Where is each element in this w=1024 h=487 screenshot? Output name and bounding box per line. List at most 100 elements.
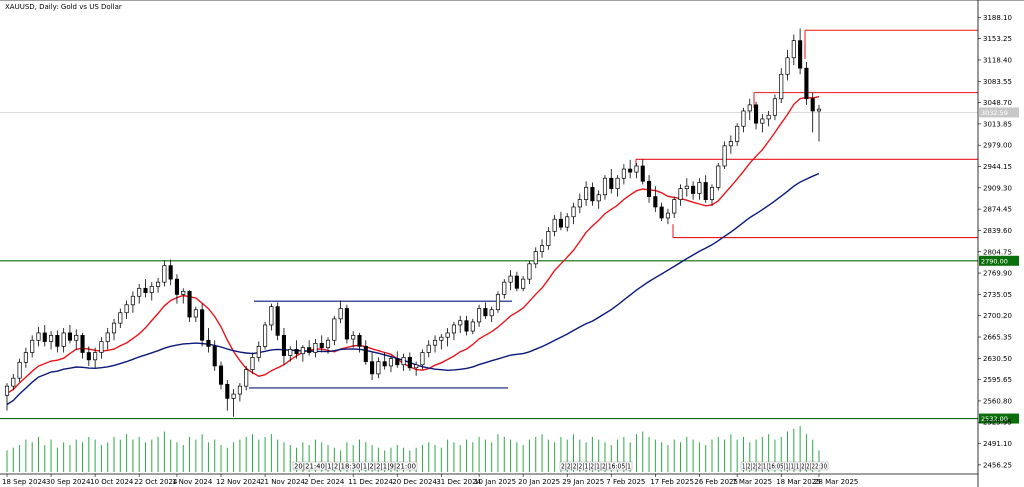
- candle: [4, 383, 10, 411]
- candle: [193, 306, 198, 322]
- y-tick-label: 2769.90: [983, 270, 1012, 278]
- candle-body-up: [615, 177, 620, 189]
- candle-body-down: [67, 332, 72, 341]
- candle: [281, 328, 287, 365]
- candle-body-up: [495, 294, 501, 311]
- level-price-label: 2532.00: [981, 415, 1008, 423]
- level-price-label: 2790.00: [981, 257, 1008, 265]
- level-layer: 2790.00 2532.00 3032.59: [0, 29, 1019, 424]
- candle: [754, 101, 759, 130]
- candle-body-down: [86, 352, 91, 361]
- candle: [395, 351, 400, 368]
- candle: [451, 321, 456, 341]
- candle-body-up: [111, 322, 117, 334]
- candle: [483, 302, 488, 319]
- y-tick-label: 2630.50: [983, 355, 1012, 363]
- candle: [640, 159, 645, 185]
- candle-body-down: [174, 278, 180, 295]
- candle-body-down: [80, 335, 85, 353]
- x-tick-label: 10 Oct 2024: [90, 478, 134, 486]
- candle-body-up: [401, 357, 406, 366]
- candle-body-up: [300, 347, 305, 355]
- candle: [319, 335, 324, 353]
- candle-body-up: [716, 165, 721, 188]
- y-tick-label: 2944.15: [983, 163, 1012, 171]
- candle: [432, 335, 438, 353]
- candle-body-up: [565, 216, 570, 228]
- candle-body-up: [779, 73, 784, 100]
- candle: [86, 346, 91, 366]
- candle: [741, 107, 746, 133]
- x-tick-label: 29 Jan 2025: [562, 478, 604, 486]
- candle-body-up: [571, 206, 576, 218]
- candle-body-up: [772, 98, 777, 116]
- candle: [307, 340, 312, 356]
- candle-body-up: [74, 335, 79, 341]
- candle: [816, 104, 822, 142]
- candle-body-up: [577, 199, 582, 208]
- candle: [200, 303, 205, 347]
- candle: [558, 211, 563, 231]
- candle-body-down: [659, 206, 664, 219]
- candle-body-up: [414, 364, 419, 369]
- candle-body-down: [225, 383, 230, 399]
- candle-body-up: [596, 194, 601, 202]
- candle-body-up: [521, 278, 526, 289]
- candle-layer: [4, 28, 822, 417]
- candle-body-up: [93, 352, 98, 361]
- x-tick-label: 11 Dec 2024: [348, 478, 393, 486]
- candle-body-down: [407, 357, 412, 369]
- y-tick-label: 3153.25: [983, 35, 1012, 43]
- candle: [691, 181, 696, 200]
- y-tick-label: 2560.80: [983, 397, 1012, 405]
- candle-body-down: [691, 185, 696, 194]
- candle-body-up: [697, 182, 702, 194]
- candle-body-down: [703, 182, 708, 200]
- candle: [445, 328, 450, 347]
- candle: [426, 340, 431, 358]
- candle-body-down: [628, 168, 633, 173]
- candle: [263, 321, 268, 350]
- candle: [269, 303, 274, 331]
- y-tick-label: 2909.30: [983, 184, 1012, 192]
- candle: [118, 308, 123, 329]
- candle-body-down: [200, 309, 205, 341]
- candle: [17, 358, 22, 382]
- candle: [747, 98, 752, 121]
- candle: [565, 213, 570, 232]
- candle-body-up: [130, 295, 135, 306]
- candle: [357, 332, 362, 353]
- candle: [325, 337, 331, 354]
- x-tick-label: 2 Dec 2024: [304, 478, 345, 486]
- session-strip-label: 20|21:40|1|2|18:30|1|2|2|1|9|21:00: [294, 463, 416, 471]
- candle-body-up: [634, 165, 639, 173]
- x-tick-label: 30 Sep 2024: [46, 478, 91, 486]
- candle-body-up: [502, 281, 507, 295]
- candle-body-up: [36, 332, 41, 341]
- candle: [571, 202, 576, 225]
- candle: [74, 329, 79, 350]
- candle: [332, 315, 337, 346]
- candle-body-up: [766, 114, 771, 120]
- y-tick-label: 2874.45: [983, 206, 1012, 214]
- x-tick-label: 28 Mar 2025: [814, 478, 858, 486]
- candle-body-up: [527, 263, 532, 280]
- candle-body-up: [672, 199, 677, 214]
- candle-body-down: [42, 332, 47, 342]
- candle: [521, 276, 526, 292]
- y-tick-label: 3118.40: [983, 56, 1012, 64]
- candle-body-up: [445, 332, 450, 338]
- candle: [464, 315, 469, 336]
- candle-body-up: [741, 110, 746, 127]
- candle: [93, 347, 98, 368]
- candle-body-up: [338, 308, 343, 320]
- candle-body-up: [250, 357, 255, 370]
- candle-body-up: [105, 332, 110, 342]
- candle-body-up: [137, 287, 142, 297]
- candle: [149, 282, 154, 301]
- candle-body-up: [426, 344, 431, 353]
- candle-body-down: [143, 287, 148, 293]
